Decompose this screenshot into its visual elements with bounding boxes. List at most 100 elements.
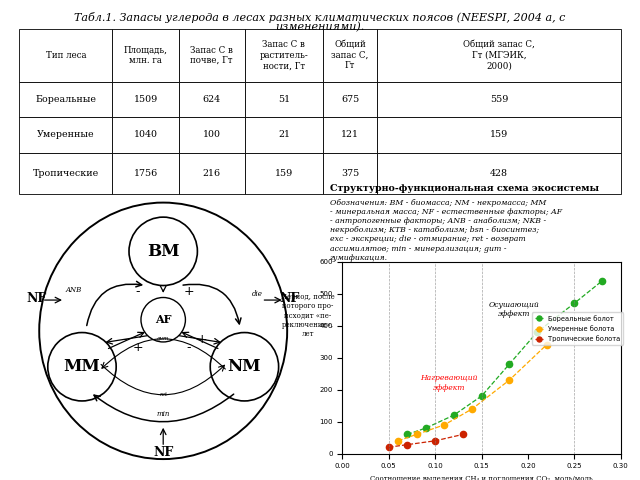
Бореальные болот: [477, 393, 486, 399]
Text: BM: BM: [147, 243, 179, 260]
Circle shape: [129, 217, 197, 286]
Text: 624: 624: [203, 95, 221, 104]
Бореальные болот: [450, 412, 458, 418]
Тропические болота: [460, 432, 467, 437]
Text: 100: 100: [203, 130, 221, 139]
Бореальные болот: [506, 361, 513, 367]
Text: gum: gum: [157, 336, 170, 341]
Bar: [179, 117, 244, 153]
Circle shape: [210, 333, 278, 401]
Text: +: +: [196, 333, 207, 346]
Text: -: -: [187, 341, 191, 354]
Text: +: +: [132, 341, 143, 354]
Text: NF: NF: [280, 292, 300, 305]
Text: NM: NM: [228, 358, 261, 375]
Text: NF: NF: [153, 446, 173, 459]
X-axis label: Соотношение выделения CH₄ и поглощения CO₂, моль/моль: Соотношение выделения CH₄ и поглощения C…: [371, 475, 593, 480]
Text: -: -: [122, 333, 127, 346]
Bar: [323, 29, 377, 82]
Text: Тип леса: Тип леса: [45, 51, 86, 60]
Bar: [19, 82, 113, 117]
Text: -: -: [135, 285, 140, 298]
Bar: [244, 153, 323, 194]
Line: Бореальные болот: Бореальные болот: [404, 277, 605, 438]
Text: 51: 51: [278, 95, 290, 104]
Circle shape: [141, 298, 186, 342]
Тропические болота: [404, 442, 412, 447]
Бореальные болот: [534, 329, 541, 335]
Circle shape: [48, 333, 116, 401]
Bar: [179, 29, 244, 82]
Text: Бореальные: Бореальные: [35, 95, 97, 104]
Text: Осушающий
эффект: Осушающий эффект: [489, 301, 540, 318]
Bar: [113, 29, 179, 82]
Text: Общий запас С,
Гт (МГЭИК,
2000): Общий запас С, Гт (МГЭИК, 2000): [463, 40, 535, 70]
Text: Нагревающий
эффект: Нагревающий эффект: [420, 374, 478, 392]
Бореальные болот: [598, 278, 606, 284]
Text: 559: 559: [490, 95, 508, 104]
Bar: [19, 117, 113, 153]
Bar: [377, 29, 621, 82]
Text: Обозначения: BM - биомасса; NM - некромасса; MM
- минеральная масса; NF - естест: Обозначения: BM - биомасса; NM - некрома…: [330, 199, 562, 262]
Bar: [19, 153, 113, 194]
Text: Умеренные: Умеренные: [37, 130, 95, 139]
Bar: [377, 153, 621, 194]
Тропические болота: [431, 438, 439, 444]
Text: 121: 121: [341, 130, 359, 139]
Text: 675: 675: [341, 95, 359, 104]
Bar: [244, 82, 323, 117]
Text: MM: MM: [63, 358, 100, 375]
Text: Запас С в
раститель-
ности, Гт: Запас С в раститель- ности, Гт: [260, 40, 308, 70]
Bar: [19, 29, 113, 82]
Умеренные болота: [394, 438, 402, 444]
Bar: [244, 117, 323, 153]
Text: 1509: 1509: [133, 95, 157, 104]
Text: NF: NF: [26, 292, 47, 305]
Text: ret: ret: [159, 393, 167, 397]
Тропические болота: [385, 444, 393, 450]
Text: 21: 21: [278, 130, 290, 139]
Text: die: die: [252, 290, 262, 298]
Умеренные болота: [543, 342, 550, 348]
Text: +: +: [184, 285, 194, 298]
Text: AF: AF: [155, 314, 172, 325]
Line: Умеренные болота: Умеренные болота: [395, 342, 550, 444]
Bar: [377, 82, 621, 117]
Line: Тропические болота: Тропические болота: [386, 431, 466, 450]
Бореальные болот: [571, 300, 579, 306]
Text: 428: 428: [490, 169, 508, 178]
Text: Общий
запас С,
Гт: Общий запас С, Гт: [332, 40, 369, 70]
Text: 159: 159: [490, 130, 508, 139]
Bar: [323, 82, 377, 117]
Bar: [179, 153, 244, 194]
Text: Структурно-функциональная схема экосистемы: Структурно-функциональная схема экосисте…: [330, 184, 599, 193]
Text: 159: 159: [275, 169, 293, 178]
Умеренные болота: [413, 432, 420, 437]
Text: Период, после
которого про-
исходит «пе-
реключение»,
лет: Период, после которого про- исходит «пе-…: [281, 293, 335, 338]
Bar: [377, 117, 621, 153]
Bar: [323, 153, 377, 194]
Text: 1756: 1756: [133, 169, 157, 178]
Bar: [113, 153, 179, 194]
Бореальные болот: [422, 425, 430, 431]
Text: изменениями).: изменениями).: [275, 22, 365, 32]
Text: 216: 216: [203, 169, 221, 178]
Бореальные болот: [404, 432, 412, 437]
Text: 375: 375: [341, 169, 359, 178]
Text: Тропические: Тропические: [33, 169, 99, 178]
Bar: [113, 117, 179, 153]
Text: ANB: ANB: [65, 286, 81, 294]
Умеренные болота: [506, 377, 513, 383]
Bar: [113, 82, 179, 117]
Text: Табл.1. Запасы углерода в лесах разных климатических поясов (NEESPI, 2004 а, с: Табл.1. Запасы углерода в лесах разных к…: [74, 12, 566, 23]
Text: Запас С в
почве, Гт: Запас С в почве, Гт: [190, 46, 233, 65]
Text: min: min: [157, 410, 170, 418]
Bar: [323, 117, 377, 153]
Bar: [179, 82, 244, 117]
Legend: Бореальные болот, Умеренные болота, Тропические болота: Бореальные болот, Умеренные болота, Троп…: [532, 312, 623, 345]
Text: Площадь,
млн. га: Площадь, млн. га: [124, 46, 168, 65]
Умеренные болота: [441, 422, 449, 428]
Умеренные болота: [468, 406, 476, 412]
Bar: [244, 29, 323, 82]
Text: 1040: 1040: [134, 130, 157, 139]
